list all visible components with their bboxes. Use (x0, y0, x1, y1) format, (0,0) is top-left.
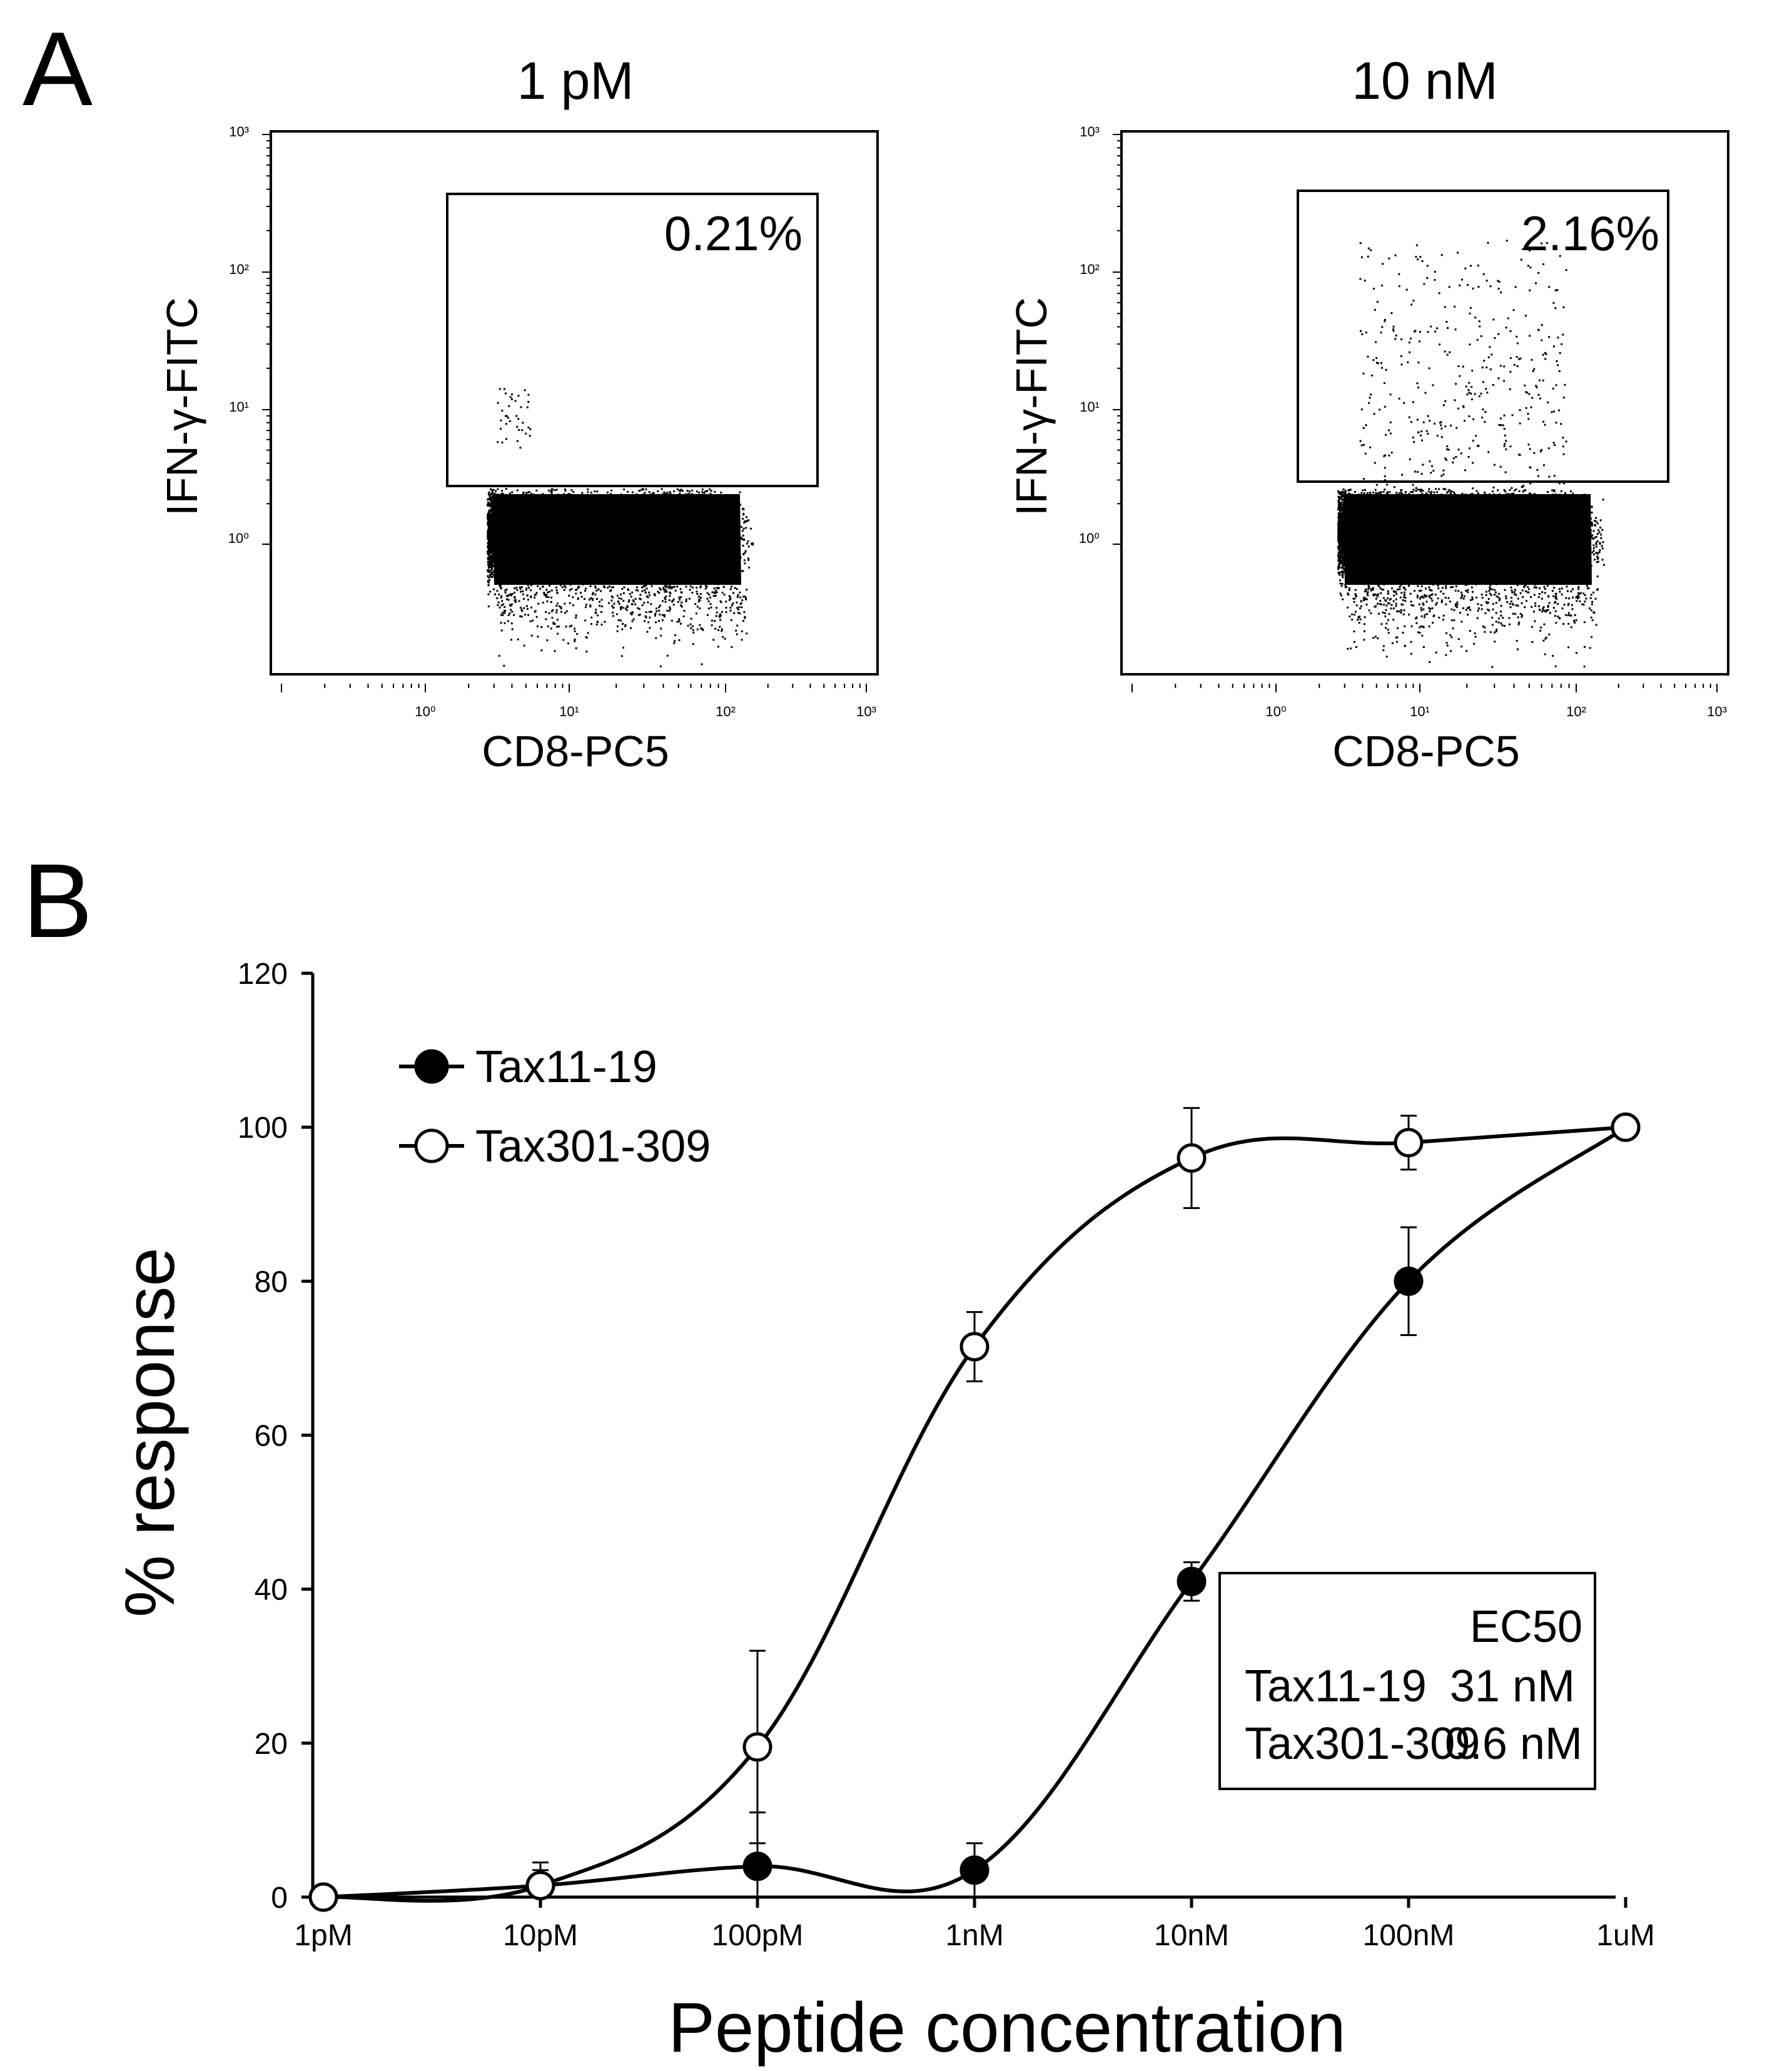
y-tick-label: 80 (255, 1265, 288, 1299)
flow-plot-1-x-ticks (281, 684, 867, 692)
data-point-Tax11-19-10nM (1177, 1566, 1207, 1596)
flow-plot-2-xtick-label: 10³ (1707, 704, 1727, 719)
data-point-Tax301-309-1nM (959, 1332, 990, 1362)
dose-response-x-ticks: 1pM 10pM 100pM 1nM 10nM 100nM 1uM (294, 1897, 1655, 1952)
y-tick-label: 0 (271, 1881, 288, 1915)
series-Tax301-309 (308, 1106, 1641, 1912)
dose-response-legend: Tax11-19 Tax301-309 (399, 1042, 711, 1172)
flow-plot-1-xtick-label: 10³ (856, 704, 876, 719)
flow-plot-2-dots (1337, 240, 1605, 668)
x-tick-label: 10pM (503, 1919, 578, 1952)
flow-plot-1-xtick-label: 10⁰ (415, 704, 435, 719)
flow-plot-1-dots (487, 388, 754, 667)
legend-label-tax11-19: Tax11-19 (475, 1042, 657, 1092)
y-tick-label: 100 (238, 1111, 288, 1145)
flow-plot-2-x-ticks (1131, 684, 1718, 692)
data-point-Tax301-309-1uM (1611, 1112, 1641, 1142)
flow-plot-1-gate-percent: 0.21% (664, 206, 802, 261)
flow-plot-1pm: 1 pM 0.21% 10⁰ 10¹ 10² 10³ 10³ 10² 10¹ 1… (158, 51, 879, 776)
flow-plot-2-gate-percent: 2.16% (1521, 206, 1659, 261)
data-point-Tax301-309-100pM (742, 1732, 772, 1762)
data-point-Tax11-19-100nM (1394, 1266, 1424, 1296)
population-dots (1337, 240, 1605, 668)
panel-a-letter: A (23, 10, 93, 128)
ec50-table-frame (1218, 1572, 1596, 1790)
panel-b-letter: B (23, 842, 93, 960)
ec50-table: EC50 Tax11-19 31 nM Tax301-309 0.6 nM (1218, 1572, 1596, 1790)
flow-plot-1-gate (446, 193, 819, 487)
ec50-row-value: 0.6 nM (1445, 1719, 1582, 1769)
flow-plot-1-ytick-label: 10¹ (229, 399, 249, 415)
flow-plot-1-ylabel: IFN-γ-FITC (158, 297, 206, 516)
flow-plot-1-ytick-label: 10² (229, 261, 249, 277)
flow-plot-2-ylabel: IFN-γ-FITC (1007, 297, 1056, 516)
x-tick-label: 10nM (1154, 1919, 1229, 1952)
legend-marker-filled-circle-icon (414, 1049, 449, 1084)
x-tick-label: 100nM (1363, 1919, 1455, 1952)
flow-plot-2-xtick-label: 10² (1566, 704, 1586, 719)
data-point-Tax11-19-100pM (742, 1851, 772, 1881)
flow-plot-1-ytick-label: 10⁰ (228, 530, 249, 546)
flow-plot-10nm: 10 nM 2.16% 10⁰ 10¹ 10² 10³ 10³ 10² 10¹ … (1007, 51, 1729, 776)
ec50-row-name: Tax11-19 (1245, 1661, 1427, 1711)
flow-plot-2-xtick-label: 10¹ (1410, 704, 1430, 719)
y-tick-label: 120 (238, 958, 288, 991)
data-point-Tax301-309-10nM (1177, 1143, 1207, 1173)
flow-plot-2-xtick-label: 10⁰ (1265, 704, 1286, 719)
flow-plot-1-y-ticks (262, 134, 271, 545)
flow-plot-1-ytick-label: 10³ (229, 124, 249, 139)
y-tick-label: 40 (255, 1574, 288, 1607)
data-point-Tax301-309-10pM (525, 1871, 555, 1901)
data-point-Tax11-19-1nM (959, 1855, 990, 1885)
y-tick-label: 20 (255, 1728, 288, 1761)
flow-plot-1-title: 1 pM (517, 51, 634, 110)
flow-plot-1-xlabel: CD8-PC5 (482, 727, 669, 776)
flow-plot-2-ytick-label: 10³ (1080, 124, 1100, 139)
series-line-Tax301-309 (323, 1125, 1626, 1903)
legend-marker-open-circle-icon (414, 1128, 449, 1163)
population-dots (487, 388, 754, 667)
legend-label-tax301-309: Tax301-309 (475, 1122, 711, 1172)
flow-plot-2-gate (1297, 190, 1669, 483)
x-tick-label: 1pM (294, 1919, 352, 1952)
flow-plot-2-xlabel: CD8-PC5 (1332, 727, 1520, 776)
flow-plot-2-y-ticks (1113, 134, 1121, 545)
flow-plot-1-frame (270, 130, 879, 676)
flow-plot-2-ytick-label: 10⁰ (1079, 530, 1100, 546)
ec50-header: EC50 (1470, 1602, 1582, 1652)
flow-plot-1-xtick-label: 10² (716, 704, 736, 719)
dose-response-chart: 0 20 40 60 80 100 120 1pM 10pM 100pM 1nM 10nM 100nM… (111, 958, 1655, 2067)
series-Tax11-19 (308, 1112, 1641, 1912)
flow-plot-2-frame (1120, 130, 1729, 676)
dose-response-ylabel: % response (111, 1247, 189, 1617)
dose-response-series (308, 1106, 1641, 1912)
data-point-Tax301-309-100nM (1394, 1128, 1424, 1158)
y-tick-label: 60 (255, 1420, 288, 1453)
x-tick-label: 100pM (712, 1919, 804, 1952)
flow-plot-2-title: 10 nM (1352, 51, 1497, 110)
flow-plot-2-ytick-label: 10² (1080, 261, 1100, 277)
x-tick-label: 1uM (1596, 1919, 1654, 1952)
legend-entry-tax301-309: Tax301-309 (399, 1122, 711, 1172)
legend-entry-tax11-19: Tax11-19 (399, 1042, 657, 1092)
ec50-row-name: Tax301-309 (1245, 1719, 1480, 1769)
dose-response-xlabel: Peptide concentration (668, 1988, 1345, 2067)
flow-plot-2-ytick-label: 10¹ (1080, 399, 1100, 415)
flow-plot-1-xtick-label: 10¹ (559, 704, 579, 719)
x-tick-label: 1nM (945, 1919, 1003, 1952)
ec50-row-value: 31 nM (1450, 1661, 1575, 1711)
data-point-Tax301-309-1pM (308, 1882, 338, 1912)
dose-response-y-ticks: 0 20 40 60 80 100 120 (238, 958, 313, 1915)
